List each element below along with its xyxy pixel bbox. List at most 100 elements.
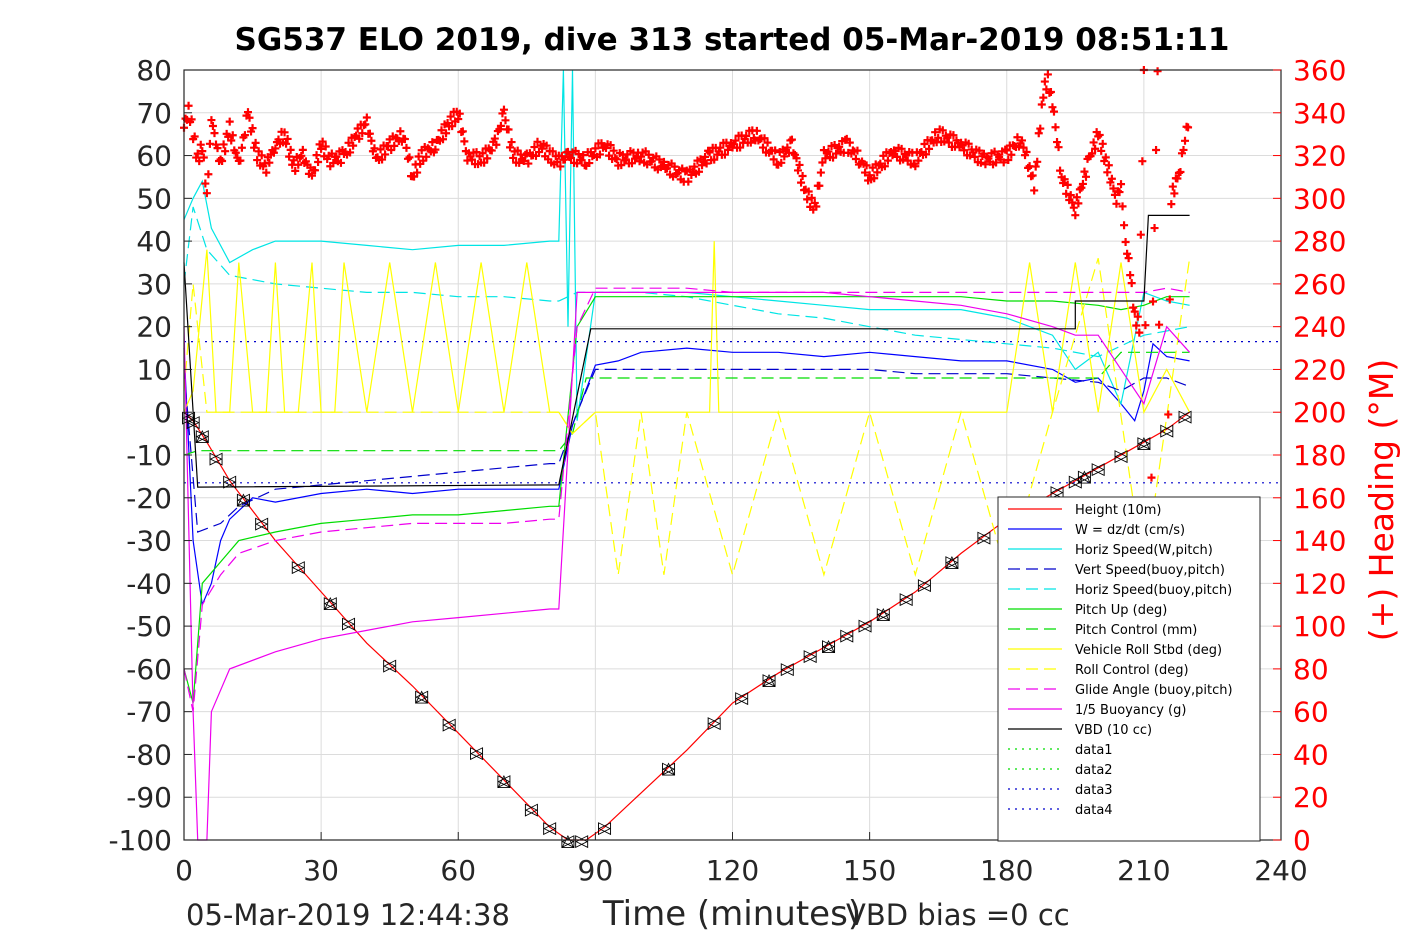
- direction-marker: ▷: [237, 490, 251, 510]
- x-tick-label: 60: [440, 854, 476, 887]
- heading-marker: [1152, 146, 1161, 155]
- heading-marker: [577, 156, 586, 165]
- heading-marker: [202, 189, 211, 198]
- heading-marker: [804, 187, 813, 196]
- series-line-vehicle-roll-stbd-deg-: [183, 241, 1191, 435]
- heading-marker: [225, 117, 234, 126]
- direction-marker: ▷: [918, 575, 932, 595]
- legend-label: VBD (10 cc): [1075, 723, 1152, 738]
- heading-marker: [314, 157, 323, 166]
- heading-marker: [780, 152, 789, 161]
- y2-tick-label: 300: [1293, 182, 1346, 215]
- legend-box: [997, 496, 1261, 842]
- heading-marker: [694, 167, 703, 176]
- series-line-vbd-10-cc-: [183, 214, 1190, 488]
- heading-marker: [231, 148, 240, 157]
- heading-marker: [1049, 107, 1058, 116]
- heading-marker: [442, 129, 451, 138]
- x-tick-label: 180: [980, 854, 1033, 887]
- y-tick-label: 20: [136, 311, 172, 344]
- heading-marker: [1074, 199, 1083, 208]
- direction-marker: ◁: [1160, 420, 1174, 440]
- heading-marker: [1072, 193, 1081, 202]
- heading-marker: [1098, 139, 1107, 148]
- direction-marker: ◁: [1092, 459, 1106, 479]
- direction-marker: ◁: [525, 799, 539, 819]
- y2-tick-label: 80: [1293, 653, 1329, 686]
- direction-marker: △: [662, 758, 676, 778]
- heading-marker: [617, 161, 626, 170]
- heading-marker: [396, 127, 405, 136]
- heading-marker: [1118, 202, 1127, 211]
- legend-label: Vert Speed(buoy,pitch): [1075, 563, 1225, 578]
- heading-marker: [507, 138, 516, 147]
- heading-marker: [1120, 221, 1129, 230]
- direction-marker: ▷: [470, 743, 484, 763]
- heading-marker: [402, 143, 411, 152]
- direction-marker: ▷: [525, 799, 539, 819]
- direction-marker: ▷: [598, 818, 612, 838]
- heading-marker: [818, 158, 827, 167]
- heading-marker: [566, 154, 575, 163]
- heading-marker: [336, 158, 345, 167]
- heading-marker: [332, 152, 341, 161]
- heading-marker: [921, 150, 930, 159]
- legend-label: Height (10m): [1075, 503, 1161, 518]
- y2-tick-label: 40: [1293, 738, 1329, 771]
- direction-marker: ▷: [1114, 446, 1128, 466]
- heading-marker: [938, 126, 947, 135]
- y-tick-label: 80: [136, 54, 172, 87]
- y2-tick-label: 20: [1293, 781, 1329, 814]
- heading-marker: [496, 121, 505, 130]
- heading-marker: [1164, 410, 1173, 419]
- heading-marker: [612, 155, 621, 164]
- y2-tick-label: 160: [1293, 482, 1346, 515]
- heading-marker: [346, 148, 355, 157]
- heading-marker: [317, 144, 326, 153]
- heading-marker: [280, 128, 289, 137]
- direction-marker: ▷: [561, 831, 575, 851]
- legend-label: data1: [1075, 743, 1113, 758]
- legend-label: Glide Angle (buoy,pitch): [1075, 683, 1233, 698]
- heading-marker: [458, 127, 467, 136]
- heading-marker: [1094, 132, 1103, 141]
- y-tick-labels: 80 70 60 50 40 30 20 10 0 -10 -20 -30 -40 -50 -60 -70 -8…: [108, 54, 192, 857]
- direction-marker: ▷: [292, 557, 306, 577]
- direction-marker: ▷: [877, 604, 891, 624]
- heading-marker: [870, 174, 879, 183]
- y2-tick-label: 140: [1293, 525, 1346, 558]
- x-tick-label: 240: [1254, 854, 1307, 887]
- x-tick-label: 120: [706, 854, 759, 887]
- heading-marker: [504, 125, 513, 134]
- direction-marker: ◁: [196, 426, 210, 446]
- heading-marker: [670, 162, 679, 171]
- direction-marker: ▷: [781, 659, 795, 679]
- y2-tick-label: 240: [1293, 311, 1346, 344]
- direction-marker: ◁: [497, 771, 511, 791]
- y2-tick-label: 200: [1293, 396, 1346, 429]
- direction-marker: ◁: [209, 449, 223, 469]
- direction-marker: ◁: [1137, 433, 1151, 453]
- heading-markers: [180, 66, 1193, 835]
- heading-marker: [390, 141, 399, 150]
- direction-marker: △: [415, 686, 429, 706]
- heading-marker: [403, 154, 412, 163]
- series-line-roll-control-deg-: [183, 258, 1191, 578]
- heading-marker: [611, 154, 620, 163]
- heading-marker: [237, 143, 246, 152]
- heading-marker: [221, 147, 230, 156]
- heading-marker: [659, 157, 668, 166]
- heading-marker: [705, 148, 714, 157]
- direction-marker: ◁: [1114, 446, 1128, 466]
- heading-marker: [655, 155, 664, 164]
- y-tick-label: -100: [108, 824, 172, 857]
- heading-marker: [344, 138, 353, 147]
- heading-marker: [413, 168, 422, 177]
- heading-marker: [829, 153, 838, 162]
- heading-marker: [245, 113, 254, 122]
- heading-marker: [1147, 473, 1156, 482]
- heading-marker: [771, 146, 780, 155]
- heading-marker: [538, 144, 547, 153]
- y-tick-label: 0: [154, 396, 172, 429]
- heading-marker: [454, 115, 463, 124]
